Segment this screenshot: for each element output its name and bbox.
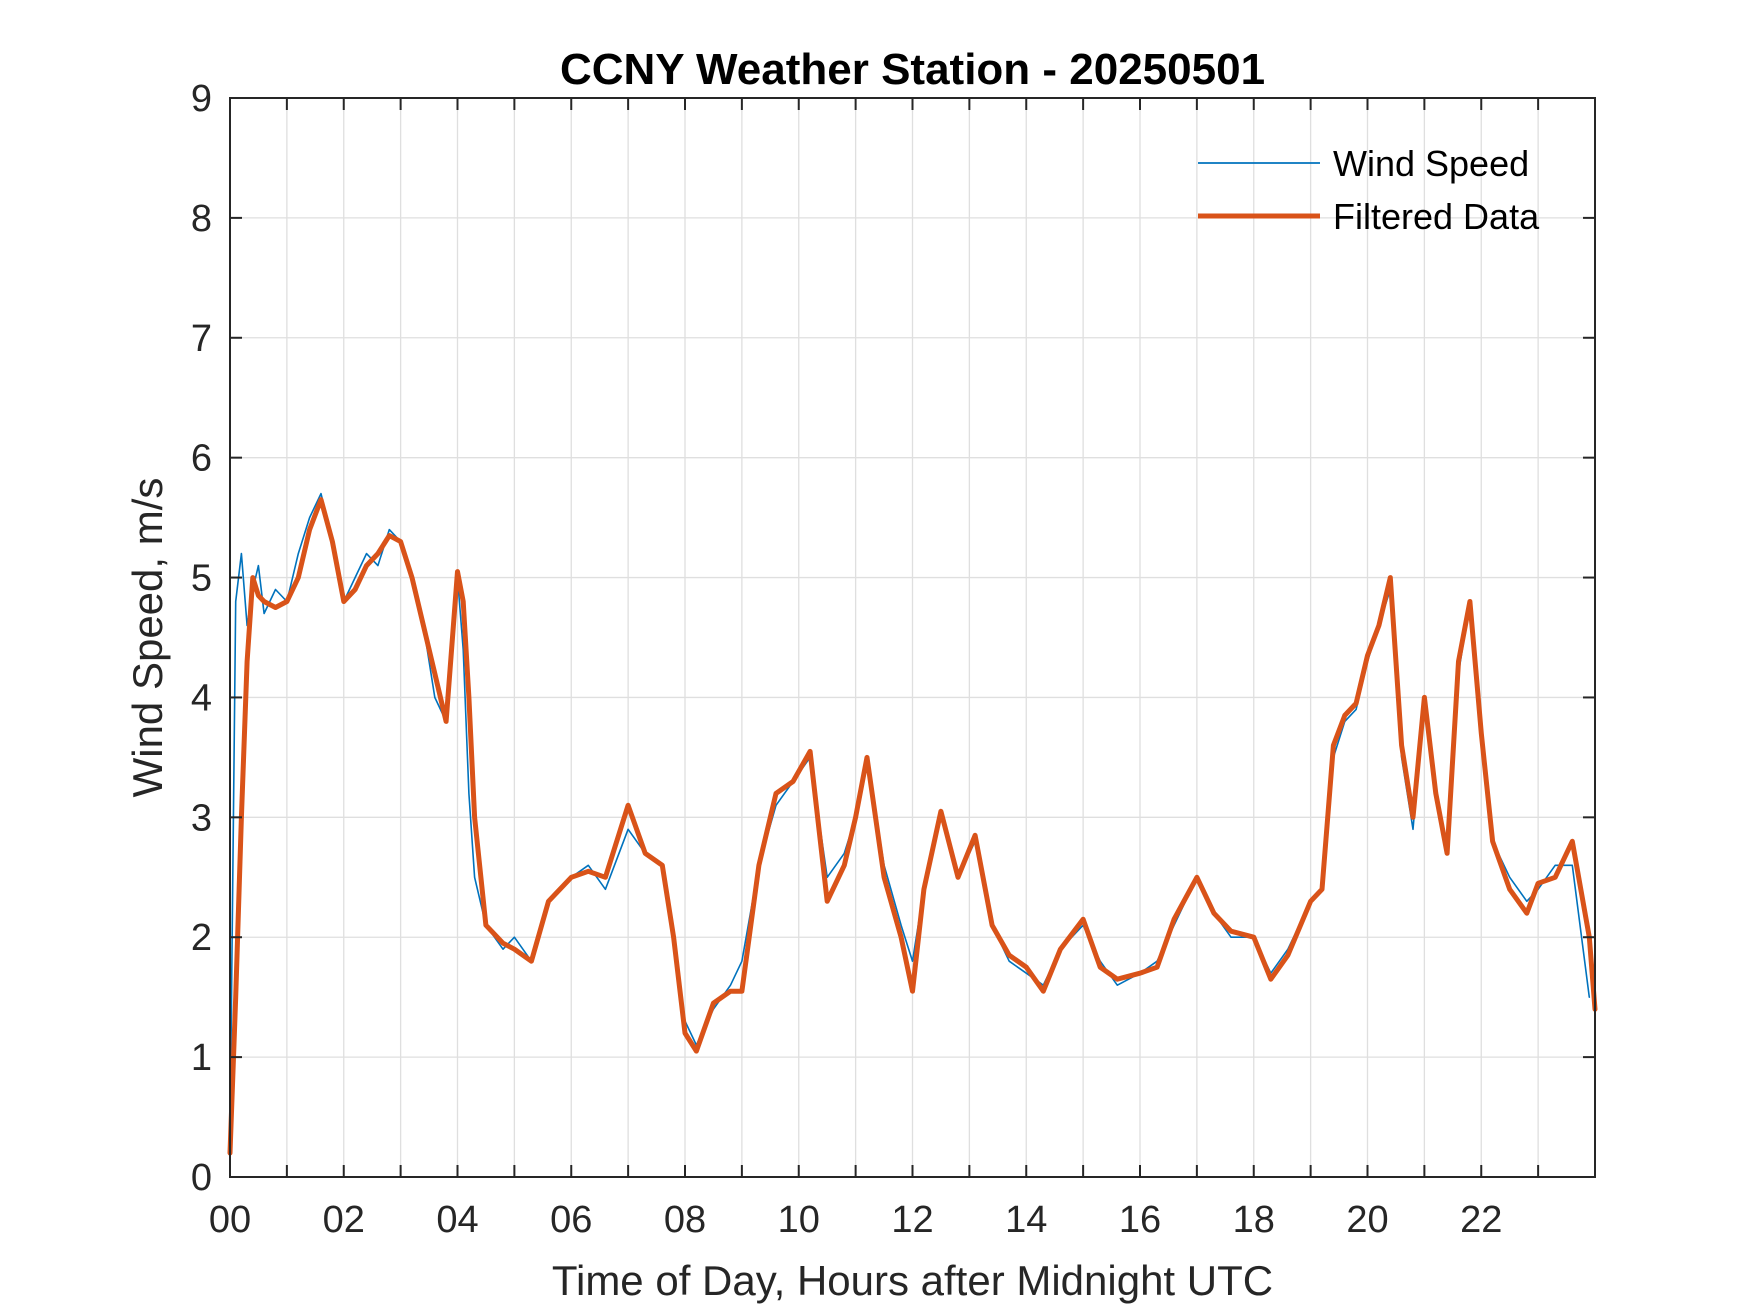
y-tick-label: 6 xyxy=(191,438,212,480)
x-axis-label: Time of Day, Hours after Midnight UTC xyxy=(552,1257,1273,1304)
x-tick-label: 18 xyxy=(1233,1199,1275,1241)
y-tick-label: 7 xyxy=(191,318,212,360)
y-tick-label: 9 xyxy=(191,78,212,120)
legend-label-filtered-data: Filtered Data xyxy=(1333,196,1540,237)
y-tick-label: 3 xyxy=(191,797,212,839)
grid xyxy=(230,98,1595,1177)
x-tick-label: 08 xyxy=(664,1199,706,1241)
y-axis-label: Wind Speed, m/s xyxy=(124,478,171,798)
x-tick-label: 06 xyxy=(550,1199,592,1241)
legend-label-wind-speed: Wind Speed xyxy=(1333,143,1529,184)
x-tick-label: 22 xyxy=(1460,1199,1502,1241)
x-tick-label: 14 xyxy=(1005,1199,1047,1241)
x-tick-label: 16 xyxy=(1119,1199,1161,1241)
x-tick-label: 00 xyxy=(209,1199,251,1241)
x-tick-label: 20 xyxy=(1346,1199,1388,1241)
x-tick-label: 10 xyxy=(778,1199,820,1241)
y-tick-label: 5 xyxy=(191,558,212,600)
series-line-filtered-data xyxy=(227,497,1598,1156)
y-tick-label: 8 xyxy=(191,198,212,240)
legend: Wind Speed Filtered Data xyxy=(1198,143,1540,237)
series-layer xyxy=(227,492,1598,1156)
y-tick-label: 1 xyxy=(191,1037,212,1079)
y-tick-label: 4 xyxy=(191,677,212,719)
x-tick-label: 02 xyxy=(323,1199,365,1241)
y-tick-label: 2 xyxy=(191,917,212,959)
x-tick-label: 12 xyxy=(891,1199,933,1241)
chart-title: CCNY Weather Station - 20250501 xyxy=(560,45,1265,94)
y-tick-label: 0 xyxy=(191,1157,212,1199)
x-tick-label: 04 xyxy=(436,1199,478,1241)
